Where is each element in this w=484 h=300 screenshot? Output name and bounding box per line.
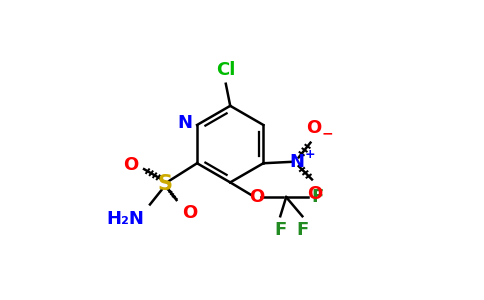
- Text: F: F: [311, 188, 323, 206]
- Text: +: +: [304, 148, 315, 161]
- Text: H₂N: H₂N: [106, 210, 144, 228]
- Text: F: F: [296, 221, 308, 239]
- Text: S: S: [157, 174, 172, 194]
- Text: F: F: [274, 221, 287, 239]
- Text: N: N: [290, 153, 305, 171]
- Text: O: O: [123, 156, 138, 174]
- Text: O: O: [249, 188, 264, 206]
- Text: O: O: [307, 185, 322, 203]
- Text: O: O: [306, 119, 321, 137]
- Text: −: −: [322, 127, 333, 141]
- Text: Cl: Cl: [216, 61, 236, 79]
- Text: O: O: [182, 205, 197, 223]
- Text: N: N: [178, 115, 193, 133]
